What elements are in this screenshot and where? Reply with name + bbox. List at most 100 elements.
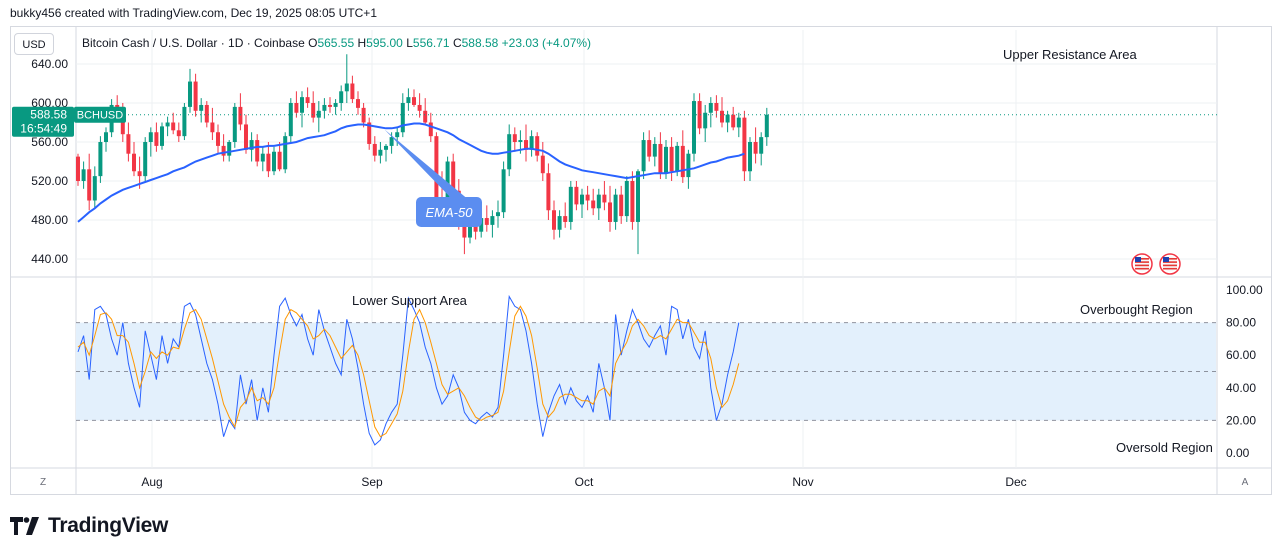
us-flag-icon[interactable] xyxy=(1131,253,1153,275)
candle-body xyxy=(613,194,618,222)
auto-scale-button[interactable]: A xyxy=(1241,477,1249,488)
candle-body xyxy=(143,142,148,177)
candle-body xyxy=(255,140,260,162)
candle-body xyxy=(305,97,310,103)
flag-stripe xyxy=(1163,264,1177,267)
candle-body xyxy=(277,151,282,170)
stoch-tick-label: 80.00 xyxy=(1226,316,1256,330)
candle-body xyxy=(272,151,276,172)
candle-body xyxy=(484,218,489,225)
price-tick-label: 480.00 xyxy=(31,213,68,227)
high-value: 595.00 xyxy=(366,36,403,50)
candle-body xyxy=(753,142,758,154)
candle-body xyxy=(669,146,674,172)
open-value: 565.55 xyxy=(317,36,355,50)
candle-body xyxy=(132,153,136,172)
candle-body xyxy=(216,132,220,146)
candle-body xyxy=(652,143,657,157)
candle-body xyxy=(249,140,254,150)
candle-body xyxy=(137,171,142,177)
stoch-tick-label: 60.00 xyxy=(1226,348,1256,362)
candle-body xyxy=(182,106,187,137)
upper-resistance-label: Upper Resistance Area xyxy=(1003,47,1137,62)
candle-body xyxy=(490,216,495,225)
close-value: 588.58 xyxy=(461,36,499,50)
candle-body xyxy=(546,173,551,211)
candle-body xyxy=(479,218,484,232)
candle-body xyxy=(126,134,131,154)
candle-body xyxy=(731,114,736,128)
ema-50-line xyxy=(77,122,745,223)
candle-body xyxy=(294,103,299,113)
ema-callout-pointer xyxy=(384,129,476,206)
candle-body xyxy=(378,149,383,156)
candle-body xyxy=(434,136,439,201)
chart-frame xyxy=(10,26,1272,495)
candle-body xyxy=(512,134,517,142)
candle-body xyxy=(417,104,422,111)
candle-body xyxy=(686,153,691,178)
ema-callout-label: EMA-50 xyxy=(426,205,474,220)
candle-body xyxy=(300,97,304,113)
candle-body xyxy=(171,122,176,131)
candle-body xyxy=(692,101,696,154)
candle-body xyxy=(148,132,153,142)
currency-button[interactable]: USD xyxy=(14,33,54,55)
candle-body xyxy=(714,103,719,111)
tradingview-logo[interactable]: TradingView xyxy=(10,514,168,538)
candle-body xyxy=(322,104,327,111)
candle-body xyxy=(160,126,164,146)
candle-body xyxy=(227,142,232,156)
last-price-value: 588.58 xyxy=(30,108,67,122)
us-flag-icon[interactable] xyxy=(1159,253,1181,275)
bar-countdown: 16:54:49 xyxy=(20,122,67,136)
candle-body xyxy=(451,161,456,191)
oversold-label: Oversold Region xyxy=(1116,440,1213,455)
candle-body xyxy=(535,136,540,156)
ema-callout xyxy=(416,197,482,227)
stoch-tick-label: 100.00 xyxy=(1226,283,1263,297)
candle-body xyxy=(204,104,209,123)
candle-body xyxy=(333,103,338,107)
candle-body xyxy=(412,97,416,105)
candle-body xyxy=(406,97,411,103)
candle-body xyxy=(283,136,288,170)
time-tick-label: Dec xyxy=(1005,475,1026,489)
candle-body xyxy=(624,181,629,217)
candle-body xyxy=(518,140,523,142)
candle-body xyxy=(580,194,584,205)
candle-body xyxy=(759,137,764,154)
candle-body xyxy=(501,169,506,213)
candle-body xyxy=(764,114,769,138)
candle-body xyxy=(496,212,500,217)
candle-body xyxy=(568,186,573,222)
low-value: 556.71 xyxy=(412,36,450,50)
candle-body xyxy=(552,210,556,230)
candle-body xyxy=(238,106,243,125)
flag-stripe xyxy=(1163,261,1177,263)
candle-body xyxy=(557,216,562,230)
candle-body xyxy=(367,122,372,144)
flag-stripe xyxy=(1135,264,1149,267)
time-tick-label: Sep xyxy=(361,475,383,489)
high-label: H xyxy=(357,36,367,50)
tradingview-logo-text: TradingView xyxy=(48,514,169,537)
candle-body xyxy=(591,200,596,209)
candle-body xyxy=(344,83,349,92)
candle-body xyxy=(210,122,215,133)
candle-body xyxy=(87,169,92,201)
candle-body xyxy=(725,114,730,123)
candle-body xyxy=(468,224,472,238)
candle-body xyxy=(641,140,646,172)
candle-body xyxy=(574,186,579,205)
candle-body xyxy=(395,132,400,138)
z-button[interactable]: Z xyxy=(39,477,47,488)
candle-body xyxy=(529,136,534,150)
candle-body xyxy=(328,104,332,107)
candle-body xyxy=(165,122,170,127)
candle-body xyxy=(697,101,702,129)
candle-body xyxy=(708,103,713,113)
time-tick-label: Nov xyxy=(792,475,813,489)
candle-body xyxy=(608,202,612,222)
